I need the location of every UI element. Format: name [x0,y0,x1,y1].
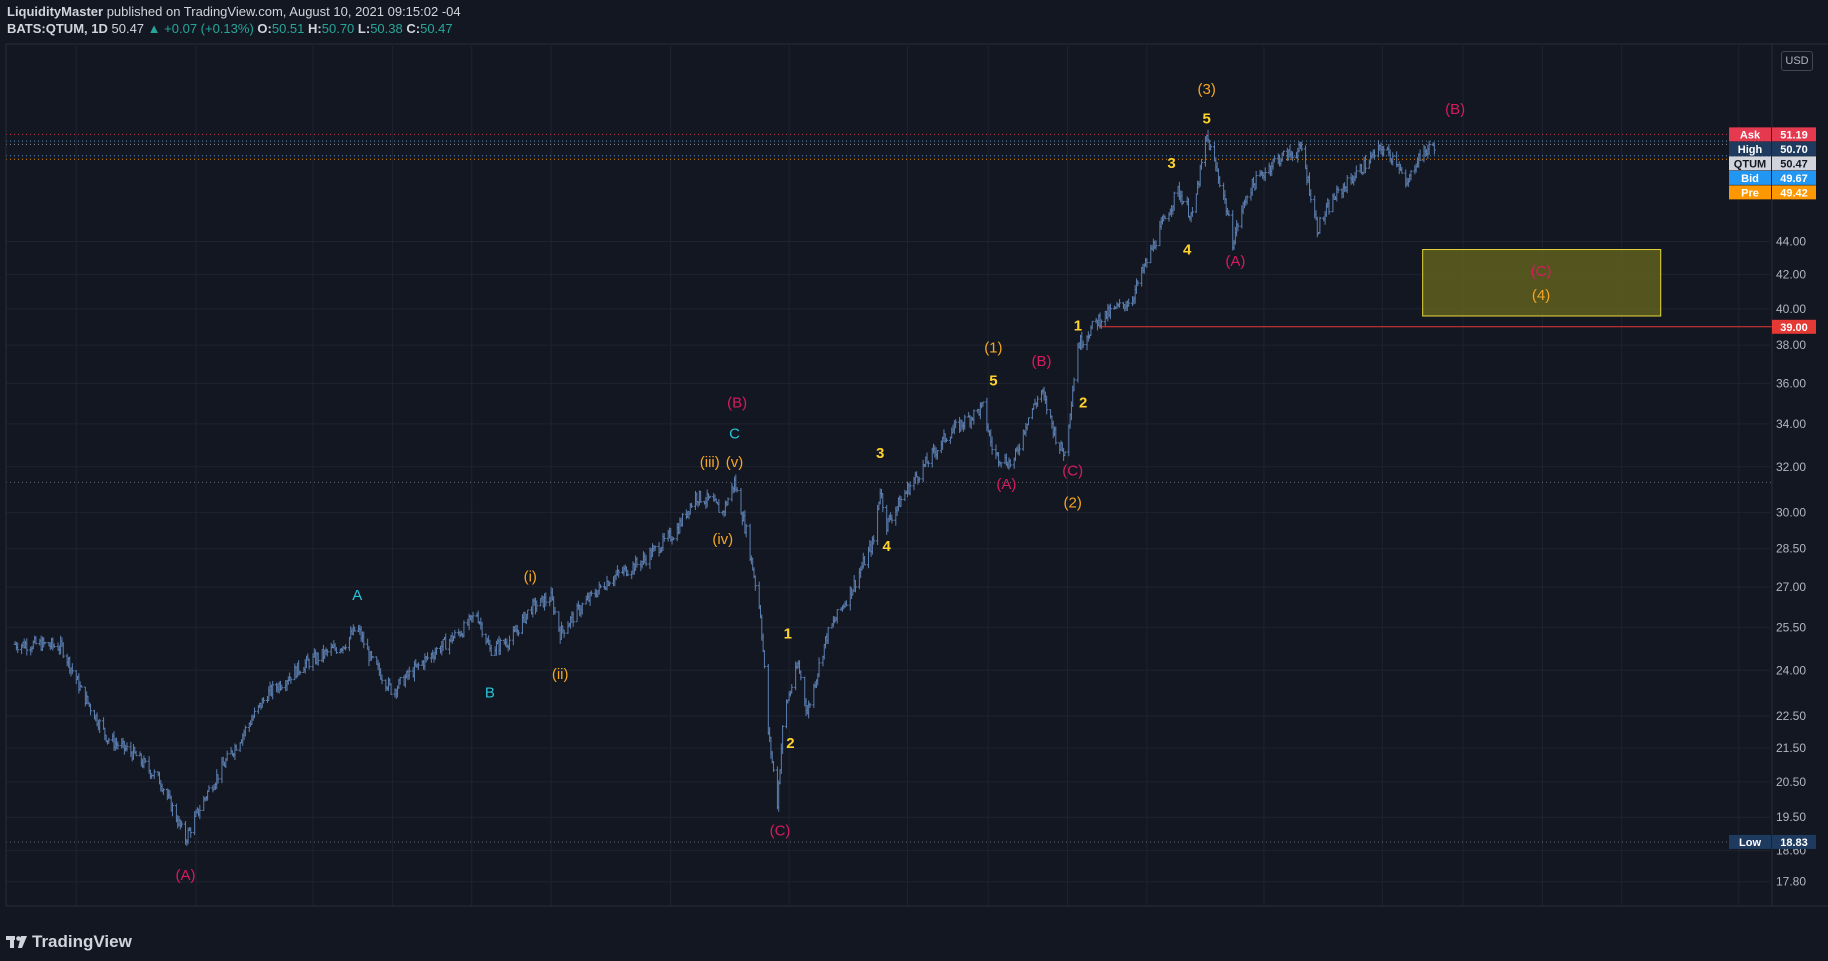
y-tick-label: 20.50 [1776,775,1806,789]
y-tick-label: 38.00 [1776,338,1806,352]
wave-label[interactable]: (A) [176,867,196,884]
wave-label[interactable]: C [729,426,740,443]
y-tick-label: 34.00 [1776,417,1806,431]
price-bars [14,130,1436,846]
axes: Oct2019AprJunAugOct2020AprJulSepNov2021A… [6,44,1828,924]
price-label-name: Ask [1740,129,1761,141]
price-label-name: Low [1739,837,1761,849]
wave-label[interactable]: (iii) [700,454,720,471]
wave-label[interactable]: B [485,684,495,701]
wave-label[interactable]: 2 [1079,394,1087,411]
horizontal-lines [6,134,1772,842]
y-tick-label: 27.00 [1776,580,1806,594]
price-label-value: 49.67 [1780,173,1808,185]
wave-label[interactable]: (iv) [712,531,733,548]
tradingview-logo[interactable]: TradingView [6,932,132,952]
wave-label[interactable]: A [352,587,362,604]
wave-label[interactable]: (A) [996,476,1016,493]
wave-label[interactable]: (ii) [552,666,569,683]
y-tick-label: 42.00 [1776,267,1806,281]
price-label-value: 39.00 [1780,322,1808,334]
price-label-name: High [1738,144,1763,156]
y-tick-label: 17.80 [1776,875,1806,889]
wave-annotations[interactable]: (A) A B (i) (ii) (iii) (iv) (v) C (B) 1 2 (C) 3 4 (1) 5 (… [176,81,1552,884]
wave-label[interactable]: (v) [726,454,744,471]
wave-label[interactable]: 4 [883,538,892,555]
y-tick-label: 24.00 [1776,663,1806,677]
y-tick-label: 28.50 [1776,542,1806,556]
y-tick-label: 30.00 [1776,505,1806,519]
price-label-value: 49.42 [1780,187,1808,199]
wave-label[interactable]: (C) [770,823,791,840]
price-label-value: 50.70 [1780,144,1808,156]
target-zone-box[interactable] [1423,250,1661,316]
wave-label[interactable]: 1 [784,626,792,643]
y-tick-label: 19.50 [1776,810,1806,824]
y-tick-label: 21.50 [1776,741,1806,755]
y-tick-label: 44.00 [1776,234,1806,248]
wave-label[interactable]: 5 [989,372,997,389]
price-label-value: 51.19 [1780,129,1808,141]
target-zone-layer[interactable] [1423,250,1661,316]
wave-label[interactable]: 1 [1074,317,1082,334]
wave-label[interactable]: 5 [1203,110,1211,127]
y-tick-label: 36.00 [1776,376,1806,390]
wave-label[interactable]: (B) [1032,353,1052,370]
wave-label[interactable]: (C) [1531,263,1552,280]
wave-label[interactable]: 2 [786,735,794,752]
wave-label[interactable]: (B) [1445,101,1465,118]
wave-label[interactable]: (2) [1064,495,1082,512]
wave-label[interactable]: 4 [1183,241,1192,258]
y-tick-label: 22.50 [1776,709,1806,723]
price-label-name: Pre [1741,187,1759,199]
wave-label[interactable]: (4) [1532,287,1550,304]
wave-label[interactable]: (3) [1198,81,1216,98]
tradingview-icon [6,934,28,950]
price-label-name: QTUM [1734,158,1766,170]
price-label-value: 18.83 [1780,837,1808,849]
wave-label[interactable]: 3 [1167,155,1175,172]
grid [6,46,1770,906]
footer: TradingView [0,924,1828,961]
currency-badge[interactable]: USD [1781,51,1813,71]
y-tick-label: 32.00 [1776,460,1806,474]
price-label-name: Bid [1741,173,1759,185]
tradingview-text: TradingView [32,932,132,952]
wave-label[interactable]: (A) [1225,253,1245,270]
wave-label[interactable]: (1) [984,340,1002,357]
wave-label[interactable]: (C) [1062,463,1083,480]
y-tick-label: 25.50 [1776,620,1806,634]
price-chart[interactable]: (A) A B (i) (ii) (iii) (iv) (v) C (B) 1 2 (C) 3 4 (1) 5 (… [0,0,1828,924]
price-label-value: 50.47 [1780,158,1808,170]
wave-label[interactable]: (i) [524,569,537,586]
y-tick-label: 40.00 [1776,302,1806,316]
wave-label[interactable]: (B) [727,394,747,411]
wave-label[interactable]: 3 [876,445,884,462]
